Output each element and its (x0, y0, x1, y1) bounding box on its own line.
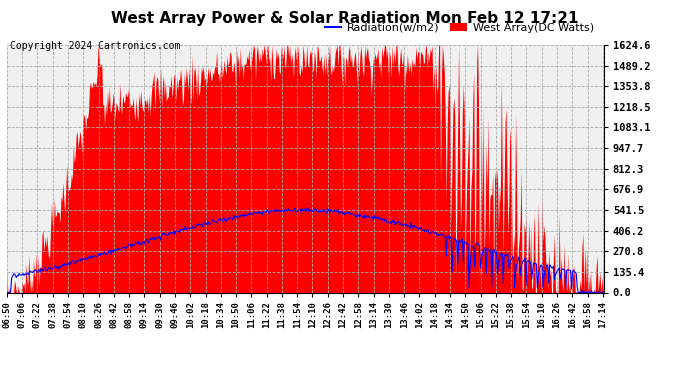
Legend: Radiation(w/m2), West Array(DC Watts): Radiation(w/m2), West Array(DC Watts) (320, 18, 598, 37)
Text: Copyright 2024 Cartronics.com: Copyright 2024 Cartronics.com (10, 41, 181, 51)
Text: West Array Power & Solar Radiation Mon Feb 12 17:21: West Array Power & Solar Radiation Mon F… (111, 11, 579, 26)
